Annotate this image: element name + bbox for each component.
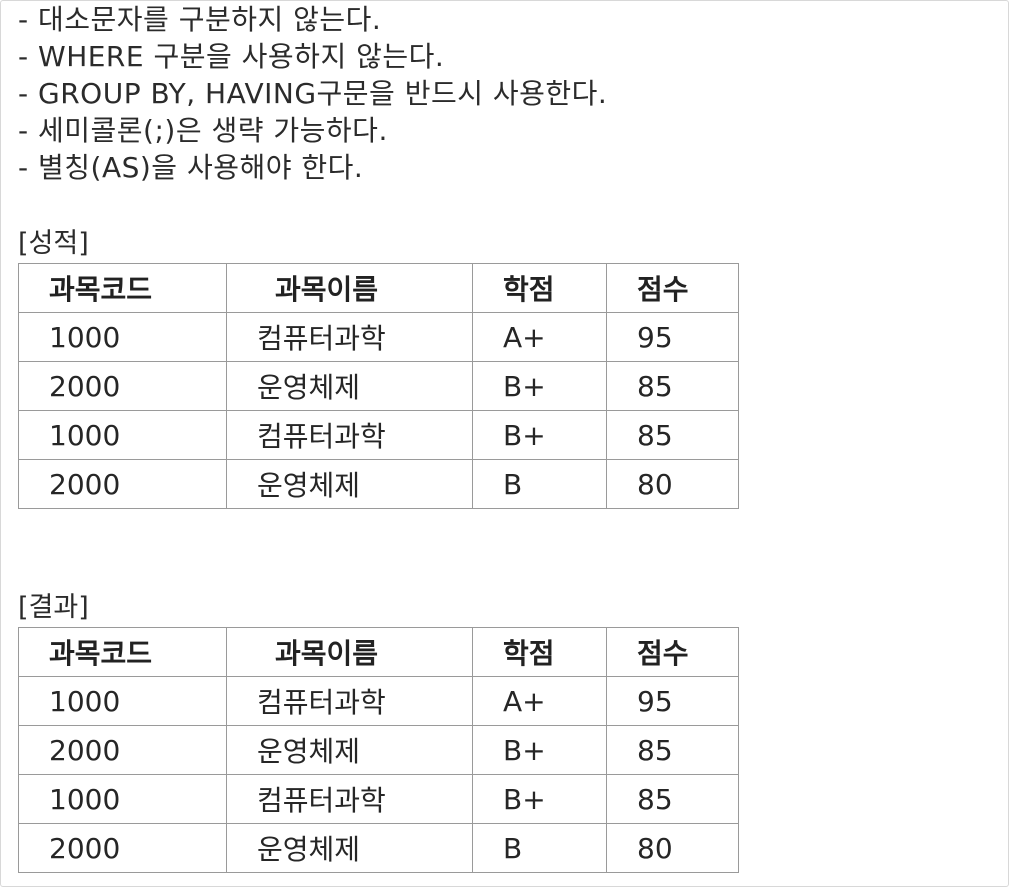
condition-item: - 대소문자를 구분하지 않는다. xyxy=(18,3,382,36)
condition-item: - WHERE 구분을 사용하지 않는다. xyxy=(18,40,445,73)
cell-subject-code: 2000 xyxy=(18,725,227,775)
cell-score: 85 xyxy=(606,774,739,824)
table-row: 1000 컴퓨터과학 A+ 95 xyxy=(18,312,739,362)
header-credit: 학점 xyxy=(472,263,607,313)
cell-credit: B+ xyxy=(472,361,607,411)
header-subject-code: 과목코드 xyxy=(18,263,227,313)
cell-subject-name: 컴퓨터과학 xyxy=(226,410,473,460)
cell-credit: B xyxy=(472,823,607,873)
condition-item: - 세미콜론(;)은 생략 가능하다. xyxy=(18,114,388,147)
result-table-caption: [결과] xyxy=(18,592,89,623)
cell-subject-name: 운영체제 xyxy=(226,725,473,775)
cell-credit: A+ xyxy=(472,312,607,362)
cell-credit: A+ xyxy=(472,676,607,726)
cell-subject-name: 컴퓨터과학 xyxy=(226,676,473,726)
cell-subject-code: 1000 xyxy=(18,410,227,460)
table-row: 2000 운영체제 B+ 85 xyxy=(18,361,739,411)
cell-score: 95 xyxy=(606,676,739,726)
cell-subject-code: 1000 xyxy=(18,774,227,824)
cell-subject-code: 1000 xyxy=(18,676,227,726)
cell-credit: B+ xyxy=(472,410,607,460)
condition-list: - 대소문자를 구분하지 않는다. - WHERE 구분을 사용하지 않는다. … xyxy=(18,1,607,186)
table-row: 1000 컴퓨터과학 B+ 85 xyxy=(18,410,739,460)
cell-subject-name: 운영체제 xyxy=(226,823,473,873)
cell-subject-name: 컴퓨터과학 xyxy=(226,312,473,362)
grades-table: 과목코드 과목이름 학점 점수 1000 컴퓨터과학 A+ 95 2000 운영… xyxy=(18,263,739,509)
condition-item: - GROUP BY, HAVING구문을 반드시 사용한다. xyxy=(18,77,608,110)
cell-score: 85 xyxy=(606,410,739,460)
table-row: 2000 운영체제 B+ 85 xyxy=(18,725,739,775)
cell-score: 80 xyxy=(606,459,739,509)
cell-score: 85 xyxy=(606,361,739,411)
table-row: 1000 컴퓨터과학 A+ 95 xyxy=(18,676,739,726)
header-subject-name: 과목이름 xyxy=(226,627,473,677)
cell-subject-name: 컴퓨터과학 xyxy=(226,774,473,824)
result-table: 과목코드 과목이름 학점 점수 1000 컴퓨터과학 A+ 95 2000 운영… xyxy=(18,627,739,873)
table-row: 1000 컴퓨터과학 B+ 85 xyxy=(18,774,739,824)
cell-subject-name: 운영체제 xyxy=(226,459,473,509)
header-score: 점수 xyxy=(606,263,739,313)
header-score: 점수 xyxy=(606,627,739,677)
cell-subject-code: 2000 xyxy=(18,823,227,873)
cell-subject-code: 1000 xyxy=(18,312,227,362)
header-subject-name: 과목이름 xyxy=(226,263,473,313)
cell-subject-code: 2000 xyxy=(18,361,227,411)
cell-subject-name: 운영체제 xyxy=(226,361,473,411)
cell-credit: B+ xyxy=(472,725,607,775)
cell-subject-code: 2000 xyxy=(18,459,227,509)
table-row: 2000 운영체제 B 80 xyxy=(18,459,739,509)
cell-credit: B xyxy=(472,459,607,509)
header-credit: 학점 xyxy=(472,627,607,677)
cell-credit: B+ xyxy=(472,774,607,824)
table-row: 2000 운영체제 B 80 xyxy=(18,823,739,873)
cell-score: 85 xyxy=(606,725,739,775)
cell-score: 80 xyxy=(606,823,739,873)
table-header-row: 과목코드 과목이름 학점 점수 xyxy=(18,627,739,677)
header-subject-code: 과목코드 xyxy=(18,627,227,677)
cell-score: 95 xyxy=(606,312,739,362)
grades-table-caption: [성적] xyxy=(18,228,89,259)
table-header-row: 과목코드 과목이름 학점 점수 xyxy=(18,263,739,313)
condition-item: - 별칭(AS)을 사용해야 한다. xyxy=(18,151,364,184)
